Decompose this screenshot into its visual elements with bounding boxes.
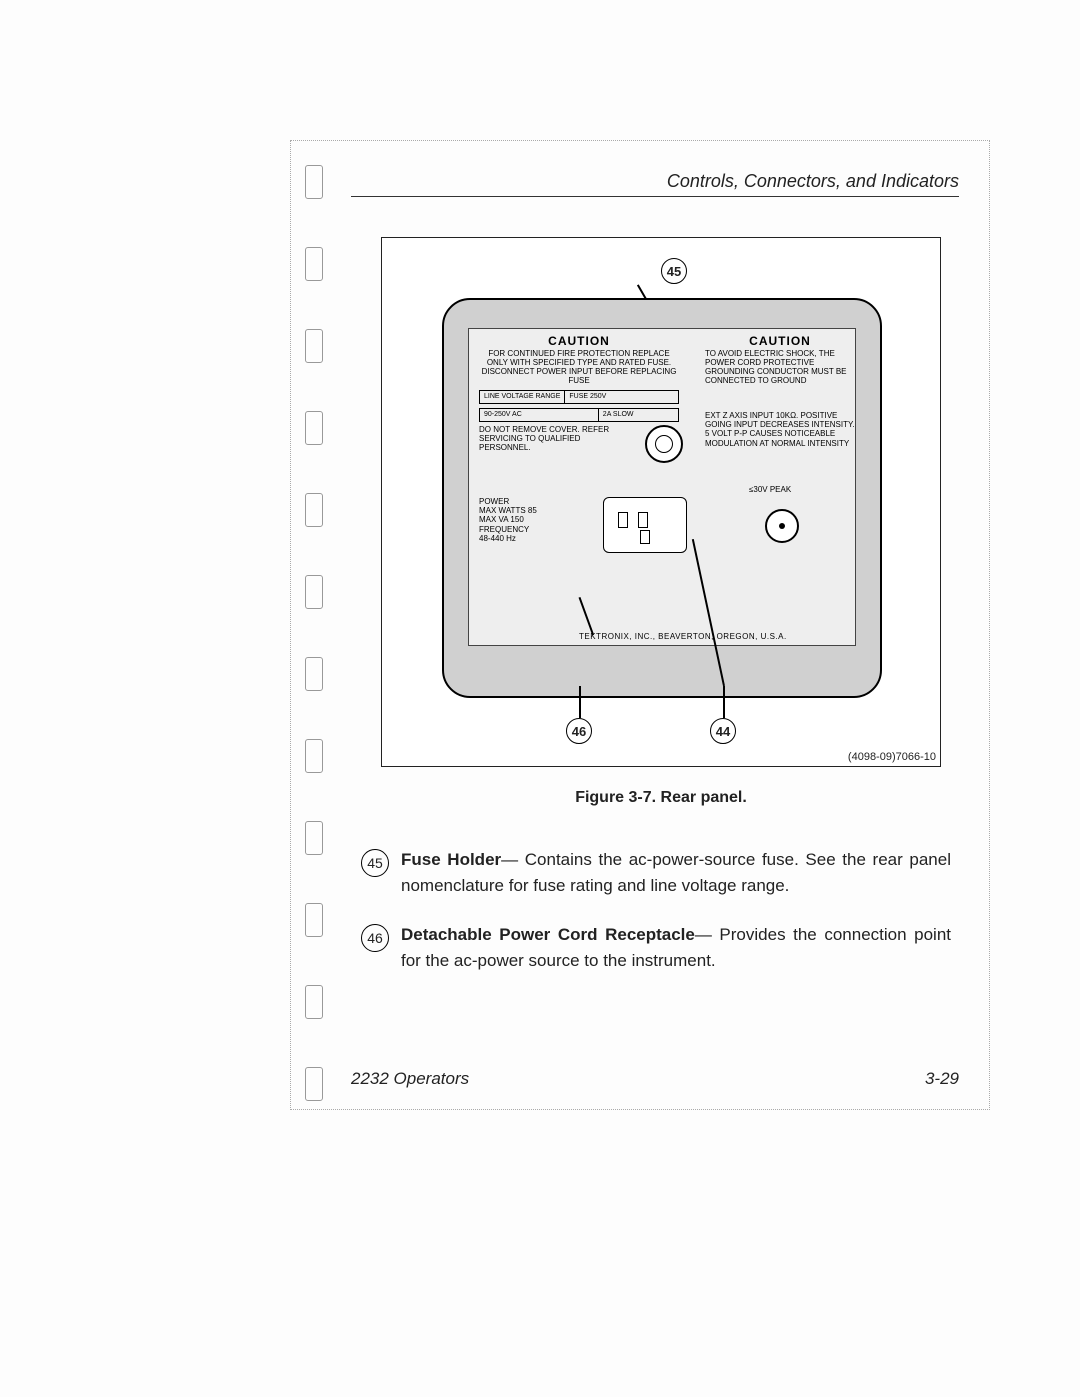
caution-fuse: CAUTION FOR CONTINUED FIRE PROTECTION RE… [479,335,679,422]
manufacturer-label: TEKTRONIX, INC., BEAVERTON, OREGON, U.S.… [579,632,787,641]
callout-46: 46 [566,718,592,744]
service-warning: DO NOT REMOVE COVER. REFER SERVICING TO … [479,425,629,453]
item-45-text: Fuse Holder— Contains the ac-power-sourc… [401,847,951,898]
page-frame: Controls, Connectors, and Indicators 45 … [290,140,990,1110]
callout-44: 44 [710,718,736,744]
page-footer: 2232 Operators 3-29 [351,1069,959,1089]
section-header: Controls, Connectors, and Indicators [351,171,959,197]
item-46: 46 Detachable Power Cord Receptacle— Pro… [361,922,951,973]
fuse-holder-icon [645,425,683,463]
caution-shock: CAUTION TO AVOID ELECTRIC SHOCK, THE POW… [705,335,855,386]
peak-label: ≤30V PEAK [749,485,791,494]
figure-caption: Figure 3-7. Rear panel. [381,789,941,807]
callout-45: 45 [661,258,687,284]
doc-ref: (4098-09)7066-10 [848,751,936,763]
ext-z-jack-icon [765,509,799,543]
item-46-num: 46 [361,924,389,952]
inner-panel: CAUTION FOR CONTINUED FIRE PROTECTION RE… [468,328,856,646]
item-45-num: 45 [361,849,389,877]
footer-right: 3-29 [925,1069,959,1089]
footer-left: 2232 Operators [351,1069,469,1089]
item-45: 45 Fuse Holder— Contains the ac-power-so… [361,847,951,898]
item-46-text: Detachable Power Cord Receptacle— Provid… [401,922,951,973]
figure-box: 45 CAUTION FOR CONTINUED FIRE PROTECTION… [381,237,941,767]
power-spec: POWER MAX WATTS 85 MAX VA 150 FREQUENCY … [479,497,589,543]
power-inlet-icon [603,497,687,553]
z-axis-label: EXT Z AXIS INPUT 10KΩ. POSITIVE GOING IN… [705,411,855,448]
rear-panel: CAUTION FOR CONTINUED FIRE PROTECTION RE… [442,298,882,698]
